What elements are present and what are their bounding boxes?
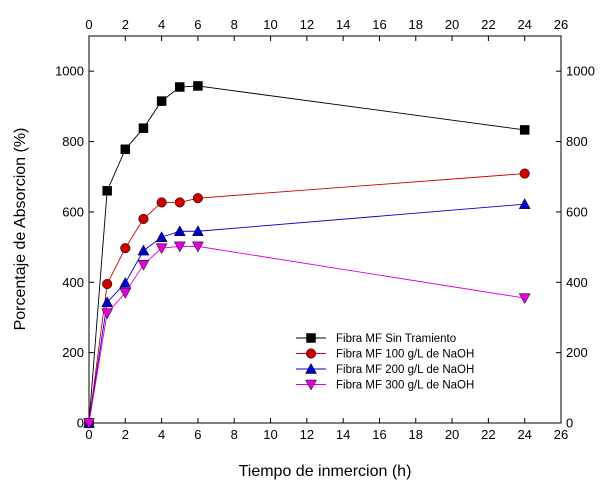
x-tick-label-top: 24	[517, 17, 531, 32]
x-tick-label-top: 26	[554, 17, 568, 32]
x-tick-label: 6	[194, 427, 201, 442]
y-tick-label-right: 600	[566, 204, 588, 219]
y-tick-label: 1000	[55, 64, 84, 79]
data-point	[175, 82, 185, 92]
x-axis-title: Tiempo de inmercion (h)	[239, 463, 412, 480]
x-tick-label-top: 4	[158, 17, 165, 32]
x-tick-label: 0	[85, 427, 92, 442]
legend-label: Fibra MF Sin Tramiento	[336, 333, 456, 345]
x-tick-label-top: 10	[263, 17, 277, 32]
legend-marker	[305, 379, 317, 391]
data-point	[156, 197, 167, 208]
x-tick-label: 18	[409, 427, 423, 442]
data-point	[173, 241, 186, 253]
data-point	[138, 213, 149, 224]
x-tick-label: 14	[336, 427, 350, 442]
x-tick-label-top: 14	[336, 17, 350, 32]
y-tick-label: 200	[62, 345, 84, 360]
x-tick-label: 12	[300, 427, 314, 442]
data-point	[102, 278, 113, 290]
data-point	[120, 243, 131, 254]
y-tick-label-right: 800	[566, 134, 588, 149]
y-tick-label-right: 0	[566, 416, 573, 431]
axis-ticks: 0022446688101012121414161618182020222224…	[55, 17, 595, 442]
x-tick-label-top: 16	[372, 17, 386, 32]
x-tick-label: 22	[481, 427, 495, 442]
x-tick-label: 2	[122, 427, 129, 442]
x-tick-label-top: 8	[231, 17, 238, 32]
data-point	[102, 186, 112, 196]
y-tick-label-right: 200	[566, 345, 588, 360]
data-point	[137, 244, 150, 256]
x-tick-label: 20	[445, 427, 459, 442]
data-point	[155, 243, 168, 255]
x-tick-label-top: 12	[300, 17, 314, 32]
data-point	[137, 259, 150, 271]
x-tick-label: 10	[263, 427, 277, 442]
data-point	[192, 241, 204, 253]
x-tick-label-top: 6	[194, 17, 201, 32]
data-point	[192, 225, 204, 237]
y-tick-label: 400	[62, 275, 84, 290]
data-point	[155, 231, 168, 242]
data-point	[83, 418, 95, 430]
data-point	[519, 168, 530, 179]
data-point	[193, 81, 203, 91]
y-tick-label: 0	[77, 416, 84, 431]
data-point	[119, 288, 132, 299]
data-point	[119, 276, 132, 288]
data-point	[120, 144, 131, 155]
data-point	[138, 123, 149, 133]
data-point	[101, 308, 114, 320]
legend-marker	[305, 362, 317, 374]
data-point	[173, 225, 186, 237]
y-tick-label: 800	[62, 134, 84, 149]
x-tick-label: 24	[517, 427, 531, 442]
legend-label: Fibra MF 100 g/L de NaOH	[336, 349, 474, 361]
data-point	[519, 125, 530, 135]
data-point	[518, 198, 531, 209]
legend-marker	[306, 333, 316, 343]
plot-frame	[88, 35, 562, 424]
x-tick-label-top: 2	[122, 17, 129, 32]
data-point	[192, 193, 203, 204]
x-tick-label: 26	[554, 427, 568, 442]
x-tick-label-top: 22	[481, 17, 495, 32]
y-tick-label-right: 1000	[566, 64, 595, 79]
legend: Fibra MF Sin Tramiento Fibra MF 100 g/L d…	[296, 333, 474, 392]
legend-label: Fibra MF 200 g/L de NaOH	[336, 364, 474, 376]
legend-marker	[305, 348, 317, 359]
x-tick-label: 8	[231, 427, 238, 442]
x-tick-label-top: 20	[445, 17, 459, 32]
data-point	[518, 293, 531, 305]
series-layer	[83, 81, 531, 430]
data-point	[156, 96, 167, 106]
data-point	[101, 296, 114, 308]
y-tick-label: 600	[62, 204, 84, 219]
x-tick-label-top: 18	[409, 17, 423, 32]
legend-label: Fibra MF 300 g/L de NaOH	[336, 380, 474, 392]
x-tick-label: 4	[158, 427, 165, 442]
data-point	[174, 197, 185, 208]
y-axis-title: Porcentaje de Absorcion (%)	[12, 128, 29, 331]
y-tick-label-right: 400	[566, 275, 588, 290]
x-tick-label: 16	[372, 427, 386, 442]
x-tick-label-top: 0	[85, 17, 92, 32]
